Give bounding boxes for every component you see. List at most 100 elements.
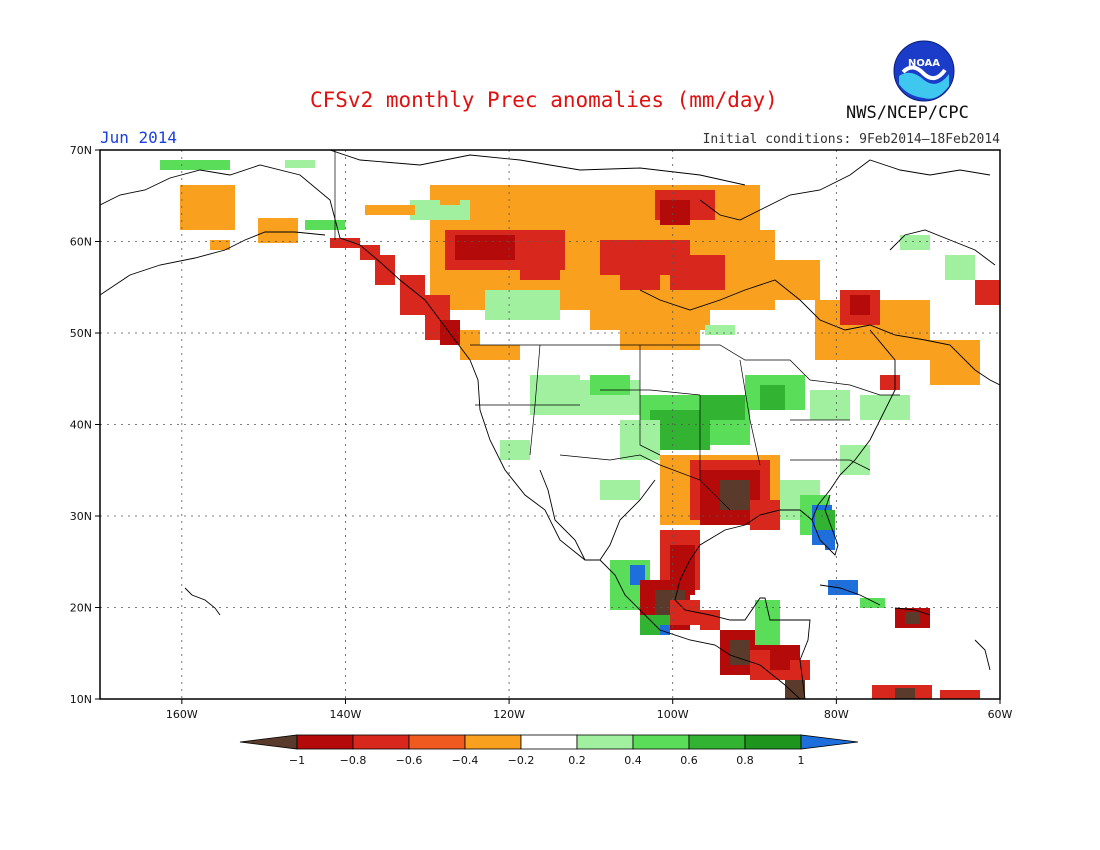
anomaly-cell <box>400 275 425 315</box>
anomaly-cell <box>700 395 745 420</box>
anomaly-cell <box>850 295 870 315</box>
anomaly-cell <box>815 510 835 530</box>
colorbar-segment <box>744 734 802 750</box>
anomaly-cell <box>530 375 580 415</box>
colorbar-label: 0.4 <box>624 754 642 767</box>
colorbar-segment <box>408 734 466 750</box>
coastline <box>811 329 896 556</box>
anomaly-cell <box>660 200 690 225</box>
lat-label: 70N <box>70 144 92 157</box>
anomaly-cell <box>500 195 560 225</box>
coastline <box>539 469 586 561</box>
chart-title: CFSv2 monthly Prec anomalies (mm/day) <box>310 88 778 112</box>
anomaly-cell <box>258 218 298 243</box>
noaa-logo-text: NOAA <box>908 58 940 69</box>
anomaly-cell <box>480 345 520 360</box>
colorbar-label: 0.6 <box>680 754 698 767</box>
lat-label: 50N <box>70 327 92 340</box>
anomaly-field <box>160 160 1000 699</box>
anomaly-cell <box>940 690 980 699</box>
anomaly-cell <box>455 235 515 260</box>
anomaly-cell <box>160 160 230 170</box>
coastline <box>974 639 991 671</box>
political-border <box>470 344 900 396</box>
lon-label: 80W <box>824 708 849 721</box>
anomaly-cell <box>945 255 975 280</box>
anomaly-cell <box>825 525 835 550</box>
political-border <box>529 344 541 456</box>
anomaly-cell <box>180 185 235 230</box>
lon-label: 140W <box>330 708 362 721</box>
coastline <box>639 279 926 341</box>
lon-label: 60W <box>988 708 1013 721</box>
anomaly-cell <box>330 238 360 248</box>
anomaly-cell <box>930 340 980 385</box>
colorbar-segment <box>632 734 690 750</box>
colorbar-segment <box>296 734 354 750</box>
coastline <box>100 164 801 699</box>
coastlines <box>100 150 1000 699</box>
anomaly-cell <box>905 612 920 624</box>
initial-conditions: Initial conditions: 9Feb2014–18Feb2014 <box>702 132 1000 147</box>
noaa-logo: NOAA <box>893 40 955 102</box>
colorbar-label: −0.6 <box>396 754 423 767</box>
colorbar-label: 0.8 <box>736 754 754 767</box>
anomaly-cell <box>520 250 560 280</box>
colorbar-label: −0.8 <box>340 754 367 767</box>
anomaly-cell <box>755 600 780 645</box>
anomaly-cell <box>590 300 710 330</box>
anomaly-cell <box>590 375 630 395</box>
anomaly-cell <box>720 480 750 510</box>
colorbar: −1 −0.8 −0.6 −0.4 −0.2 0.2 0.4 0.6 0.8 1 <box>239 734 859 767</box>
political-border <box>600 389 701 396</box>
colorbar-label: 0.2 <box>568 754 586 767</box>
coastline <box>184 587 221 616</box>
colorbar-segment <box>576 734 634 750</box>
coastline <box>894 607 931 616</box>
colorbar-high-arrow <box>800 734 859 750</box>
anomaly-cell <box>895 688 915 699</box>
coastline <box>819 584 881 606</box>
coastline <box>924 339 1000 386</box>
latitude-labels: 70N 60N 50N 40N 30N 20N 10N <box>70 144 92 706</box>
lon-label: 120W <box>493 708 525 721</box>
coastline <box>674 509 813 699</box>
lat-label: 30N <box>70 510 92 523</box>
forecast-month: Jun 2014 <box>100 128 178 147</box>
anomaly-cell <box>485 290 560 320</box>
anomaly-cell <box>660 625 670 635</box>
colorbar-label: −0.2 <box>508 754 535 767</box>
anomaly-cell <box>440 195 460 205</box>
agency-label: NWS/NCEP/CPC <box>846 103 969 123</box>
coastline <box>329 150 746 186</box>
colorbar-label: 1 <box>798 754 805 767</box>
coastline <box>699 159 991 221</box>
anomaly-cell <box>975 280 1000 305</box>
anomaly-cell <box>285 160 315 168</box>
anomaly-cell <box>790 660 810 680</box>
anomaly-cell <box>810 390 850 420</box>
anomaly-cell <box>705 325 735 335</box>
colorbar-segment <box>520 734 578 750</box>
anomaly-cell <box>600 480 640 500</box>
anomaly-cell <box>700 610 720 630</box>
colorbar-low-arrow <box>239 734 298 750</box>
anomaly-cell <box>365 205 415 215</box>
political-border <box>790 459 871 471</box>
anomaly-cell <box>750 500 780 530</box>
anomaly-cell <box>900 235 930 250</box>
anomaly-cell <box>760 260 820 300</box>
anomaly-cell <box>785 680 805 699</box>
political-border <box>739 359 761 466</box>
colorbar-label: −0.4 <box>452 754 479 767</box>
anomaly-cell <box>375 255 395 285</box>
lon-label: 100W <box>657 708 689 721</box>
anomaly-cell <box>620 260 660 290</box>
colorbar-segment <box>464 734 522 750</box>
anomaly-cell <box>860 598 885 608</box>
colorbar-label: −1 <box>289 754 305 767</box>
coastline <box>100 231 326 296</box>
anomaly-cell <box>210 240 230 250</box>
anomaly-cell <box>500 440 530 460</box>
